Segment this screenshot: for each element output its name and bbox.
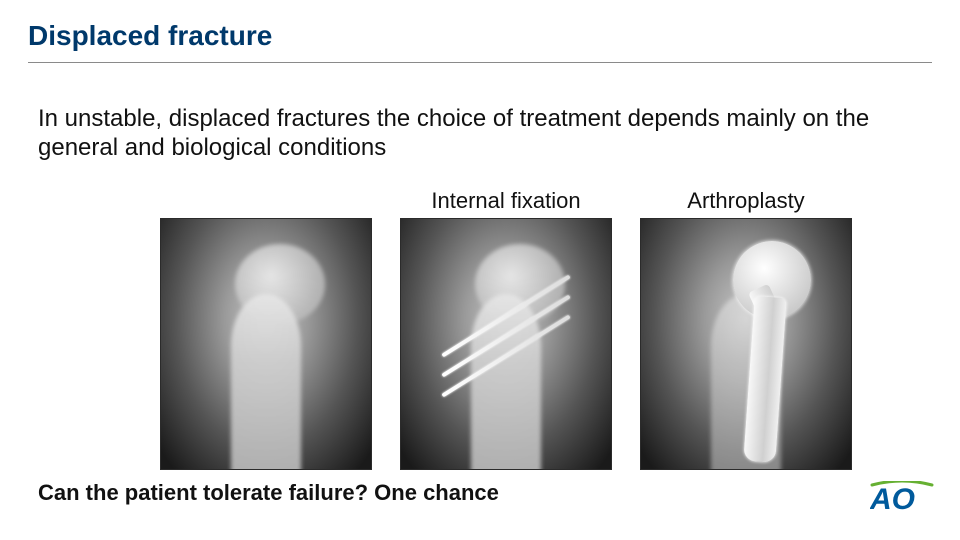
image-column-1: [160, 188, 372, 470]
bottom-question-text: Can the patient tolerate failure? One ch…: [38, 480, 499, 506]
xray-fracture-image: [160, 218, 372, 470]
logo-text: AO: [870, 483, 915, 516]
image-label-2: Internal fixation: [431, 188, 580, 216]
image-label-3: Arthroplasty: [687, 188, 804, 216]
image-column-3: Arthroplasty: [640, 188, 852, 470]
ao-logo: AO: [870, 481, 934, 522]
xray-arthroplasty-image: [640, 218, 852, 470]
title-divider: [28, 62, 932, 63]
femur-shape: [231, 294, 301, 470]
body-text: In unstable, displaced fractures the cho…: [38, 104, 898, 163]
xray-internal-fixation-image: [400, 218, 612, 470]
slide-title: Displaced fracture: [28, 20, 272, 52]
images-row: Internal fixation Arthroplasty: [160, 188, 852, 470]
image-column-2: Internal fixation: [400, 188, 612, 470]
